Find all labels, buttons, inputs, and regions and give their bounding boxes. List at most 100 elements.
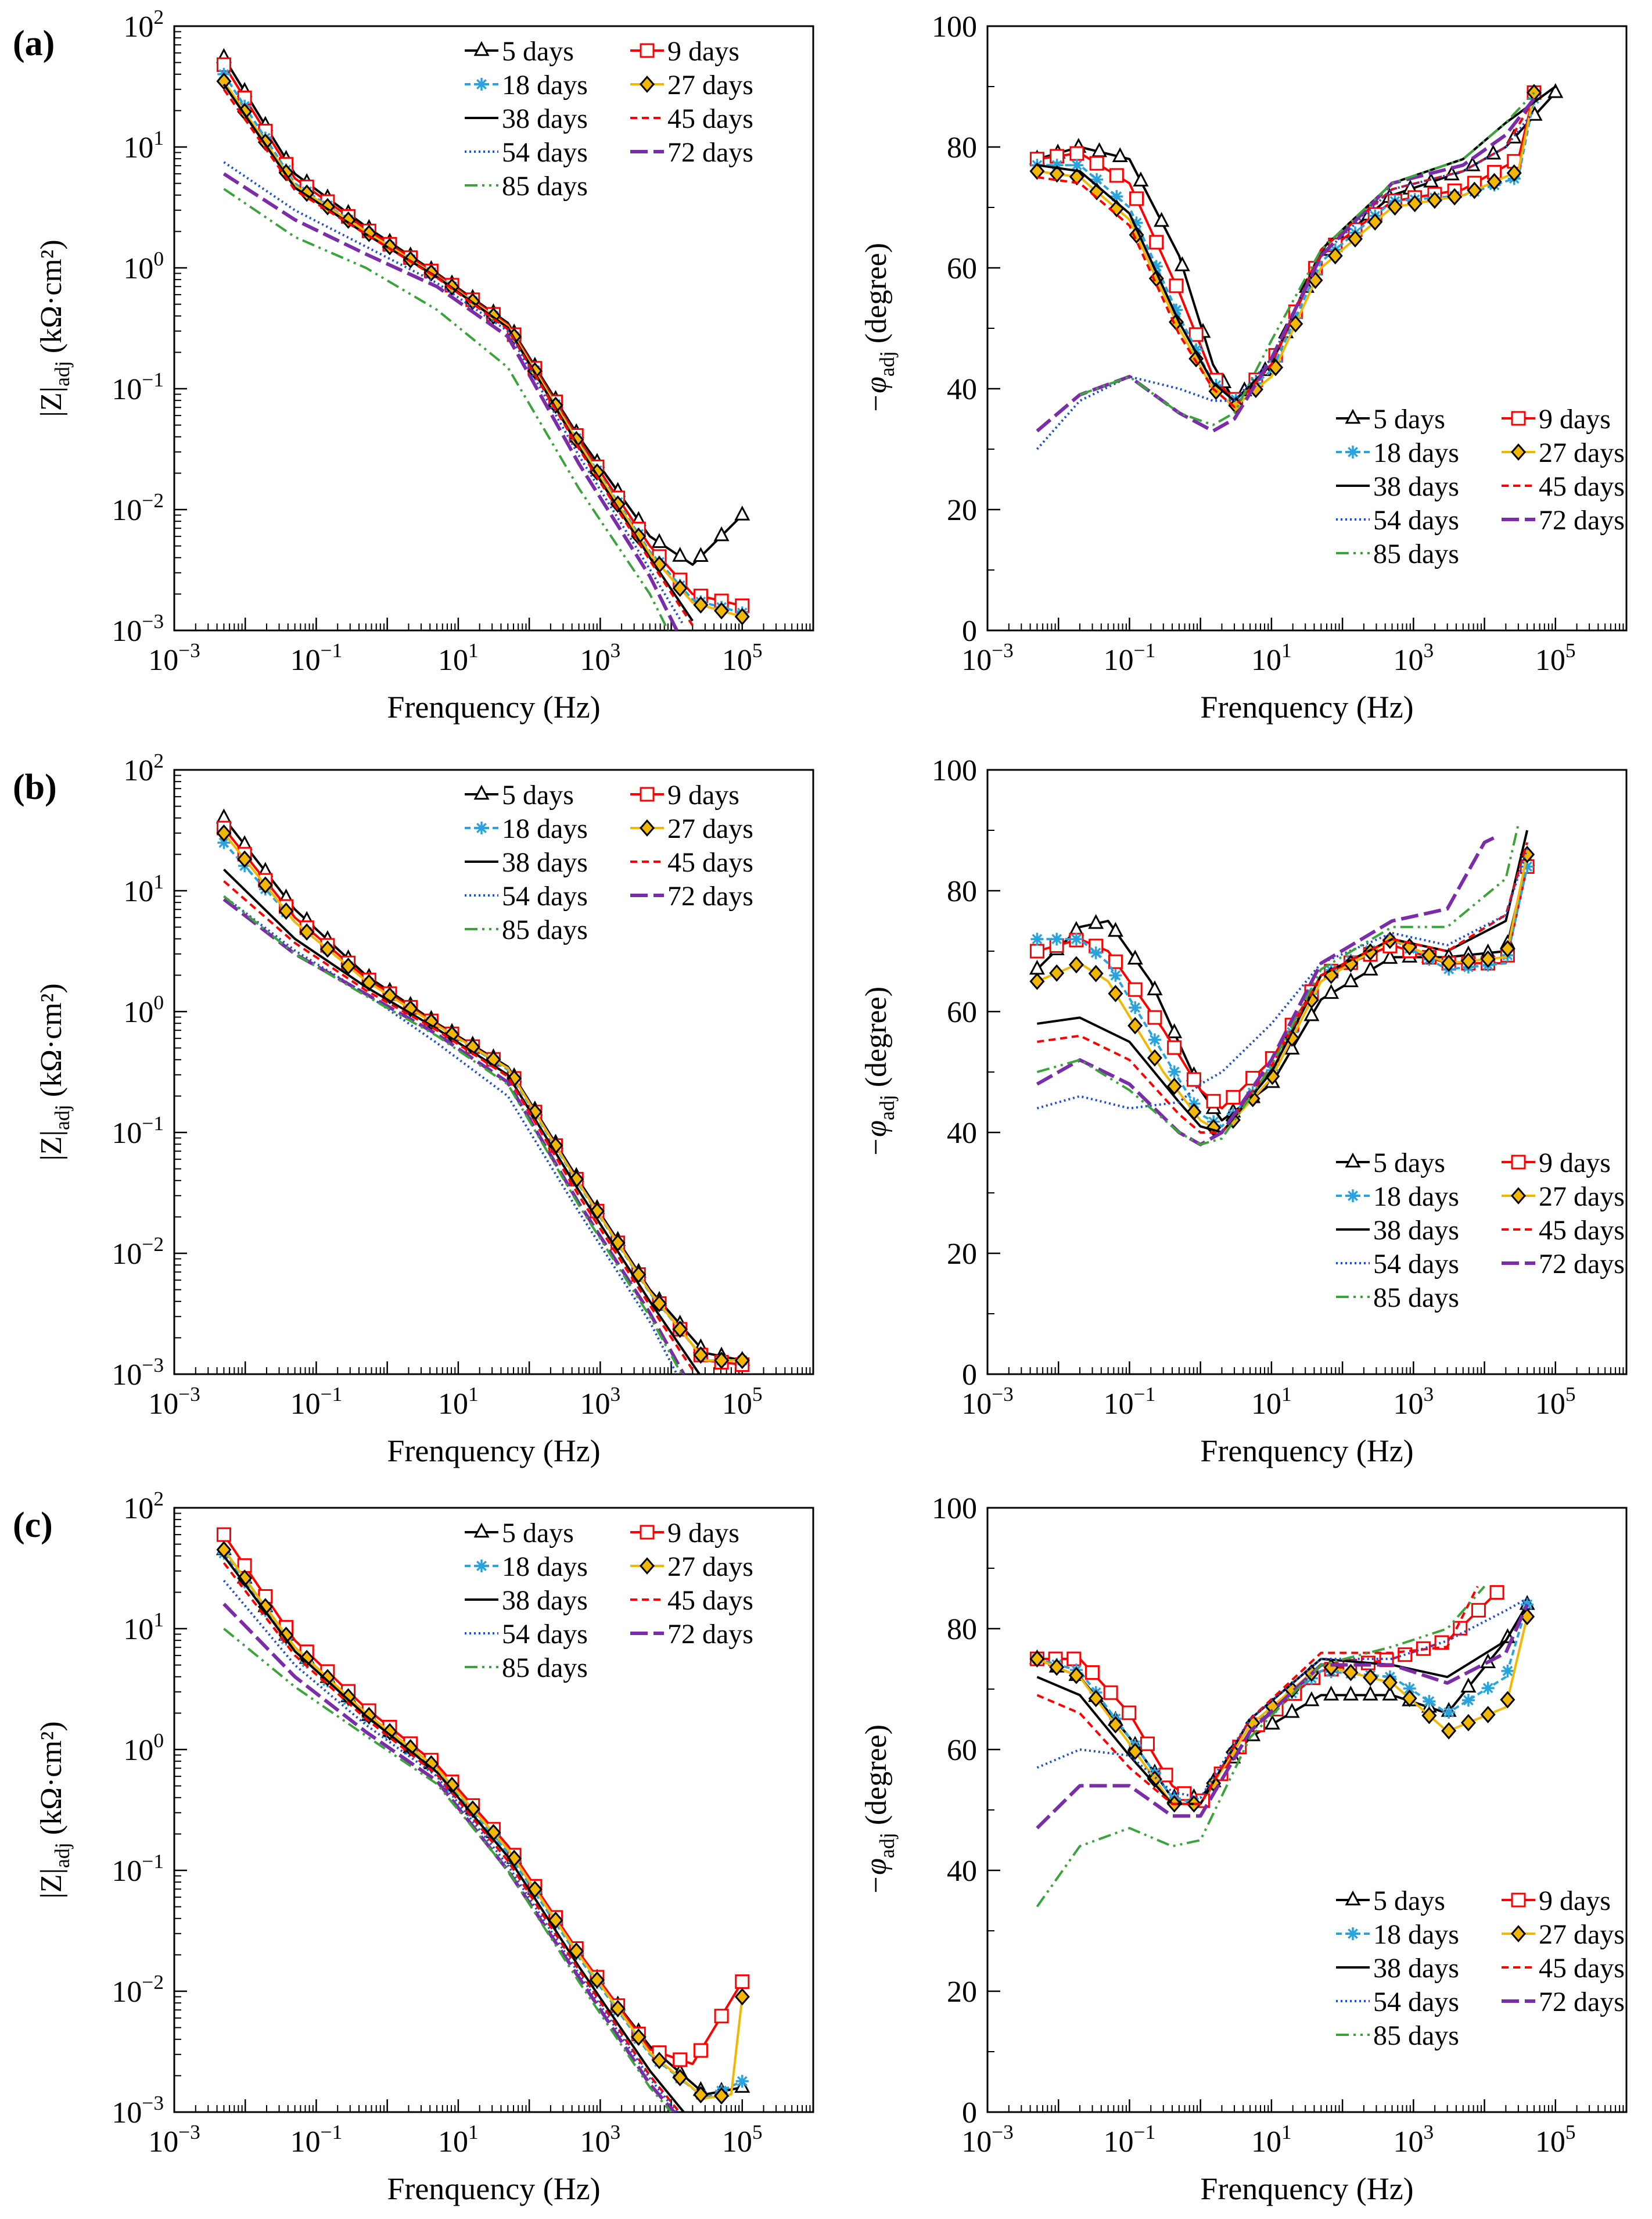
- legend-label: 45 days: [667, 103, 753, 134]
- x-axis-label: Frenquency (Hz): [1200, 1433, 1413, 1468]
- y-tick-label: 60: [947, 252, 977, 285]
- marker-5-days: [1166, 1023, 1183, 1038]
- legend-label: 38 days: [1373, 471, 1459, 502]
- chart-b-phase: 10−3 10−1 101 103 105 Frenquency (Hz) 0 20 40 60 8…: [860, 754, 1628, 1468]
- series-line-85-days: [1036, 1585, 1486, 1908]
- series-group: [1029, 1585, 1535, 1908]
- y-tick-label: 10−2: [112, 489, 164, 527]
- marker-5-days: [651, 533, 667, 549]
- marker-27-days: [1088, 1690, 1104, 1708]
- legend-marker: [473, 41, 490, 56]
- marker-5-days: [1362, 1685, 1378, 1701]
- marker-5-days: [216, 808, 232, 823]
- marker-27-days: [1467, 181, 1482, 199]
- marker-5-days: [1127, 949, 1143, 965]
- legend-label: 45 days: [667, 847, 753, 878]
- marker-27-days: [693, 596, 709, 614]
- series-line-45-days: [223, 880, 697, 1374]
- marker-27-days: [1500, 940, 1515, 958]
- marker-27-days: [1108, 985, 1123, 1002]
- legend-marker: [1511, 1155, 1526, 1170]
- legend-label: 5 days: [502, 36, 574, 67]
- marker-27-days: [672, 579, 688, 597]
- marker-5-days: [692, 547, 709, 562]
- legend-label: 38 days: [502, 103, 588, 134]
- x-tick-label: 103: [580, 2120, 620, 2159]
- marker-27-days: [631, 2028, 647, 2046]
- marker-18-days: [1168, 1065, 1181, 1078]
- marker-27-days: [1441, 1722, 1457, 1740]
- legend-label: 54 days: [502, 1619, 588, 1650]
- marker-9-days: [714, 2009, 729, 2024]
- series-line-27-days: [1037, 92, 1535, 408]
- legend-marker: [640, 76, 655, 93]
- x-tick-label: 10−3: [961, 639, 1014, 677]
- legend-label: 5 days: [502, 1518, 574, 1548]
- y-tick-label: 100: [123, 1729, 164, 1767]
- marker-27-days: [1407, 195, 1423, 213]
- marker-5-days: [1174, 256, 1190, 271]
- marker-9-days: [1188, 327, 1204, 342]
- y-tick-label: 100: [932, 754, 977, 787]
- panel-label-b: (b): [13, 768, 57, 807]
- marker-9-days: [1140, 1736, 1155, 1751]
- marker-5-days: [1323, 984, 1339, 999]
- x-tick-label: 105: [1535, 2120, 1576, 2159]
- marker-27-days: [1460, 1713, 1476, 1732]
- marker-9-days: [1103, 1685, 1118, 1700]
- marker-18-days: [1070, 159, 1083, 172]
- x-axis-label: Frenquency (Hz): [1200, 690, 1413, 725]
- x-tick-label: 103: [1393, 2120, 1434, 2159]
- y-tick-label: 80: [947, 875, 977, 908]
- legend-label: 72 days: [667, 1619, 753, 1650]
- legend-marker: [473, 784, 490, 800]
- marker-27-days: [1460, 952, 1476, 970]
- x-tick-label: 10−1: [290, 1382, 343, 1421]
- marker-27-days: [1327, 247, 1343, 265]
- marker-27-days: [1500, 1691, 1515, 1709]
- marker-27-days: [1421, 1707, 1437, 1725]
- legend-label: 72 days: [667, 137, 753, 168]
- marker-5-days: [672, 547, 688, 562]
- series-line-72-days: [222, 898, 685, 1374]
- legend-marker: [475, 1560, 488, 1572]
- marker-18-days: [1442, 1706, 1456, 1719]
- marker-5-days: [1284, 1702, 1300, 1718]
- x-axis-label: Frenquency (Hz): [1200, 2171, 1413, 2206]
- marker-5-days: [1362, 960, 1378, 976]
- y-tick-label: 40: [947, 1117, 977, 1150]
- x-tick-label: 105: [722, 1382, 763, 1421]
- series-line-5-days: [222, 817, 743, 1362]
- legend-label: 38 days: [502, 1585, 588, 1616]
- marker-27-days: [693, 2086, 709, 2104]
- marker-27-days: [569, 1942, 584, 1960]
- legend-marker: [1346, 1927, 1359, 1940]
- series-line-18-days: [222, 841, 742, 1362]
- marker-18-days: [1030, 933, 1044, 946]
- marker-27-days: [1127, 1743, 1143, 1761]
- x-tick-label: 101: [438, 1382, 479, 1421]
- legend-label: 38 days: [1373, 1215, 1459, 1246]
- panel-label-a: (a): [13, 24, 55, 63]
- legend-marker: [1511, 1892, 1526, 1908]
- y-tick-label: 102: [123, 1487, 164, 1525]
- x-tick-label: 103: [580, 1382, 620, 1421]
- series-line-72-days: [222, 1603, 676, 2112]
- y-tick-label: 0: [962, 2096, 977, 2130]
- x-tick-label: 105: [722, 639, 763, 677]
- marker-9-days: [216, 1527, 231, 1542]
- y-tick-label: 101: [123, 1608, 164, 1646]
- marker-27-days: [1367, 213, 1383, 231]
- legend-label: 18 days: [502, 1551, 588, 1582]
- y-tick-label: 101: [123, 126, 164, 164]
- x-tick-label: 10−1: [290, 639, 343, 677]
- series-line-85-days: [1036, 824, 1520, 1146]
- y-axis-label: −φadj (degree): [860, 1725, 899, 1895]
- marker-5-days: [1133, 171, 1149, 187]
- marker-18-days: [1110, 190, 1123, 203]
- legend-label: 45 days: [1539, 471, 1625, 502]
- marker-9-days: [1108, 954, 1123, 969]
- legend-label: 9 days: [667, 36, 739, 67]
- marker-27-days: [237, 850, 253, 868]
- legend-label: 27 days: [1539, 1181, 1625, 1212]
